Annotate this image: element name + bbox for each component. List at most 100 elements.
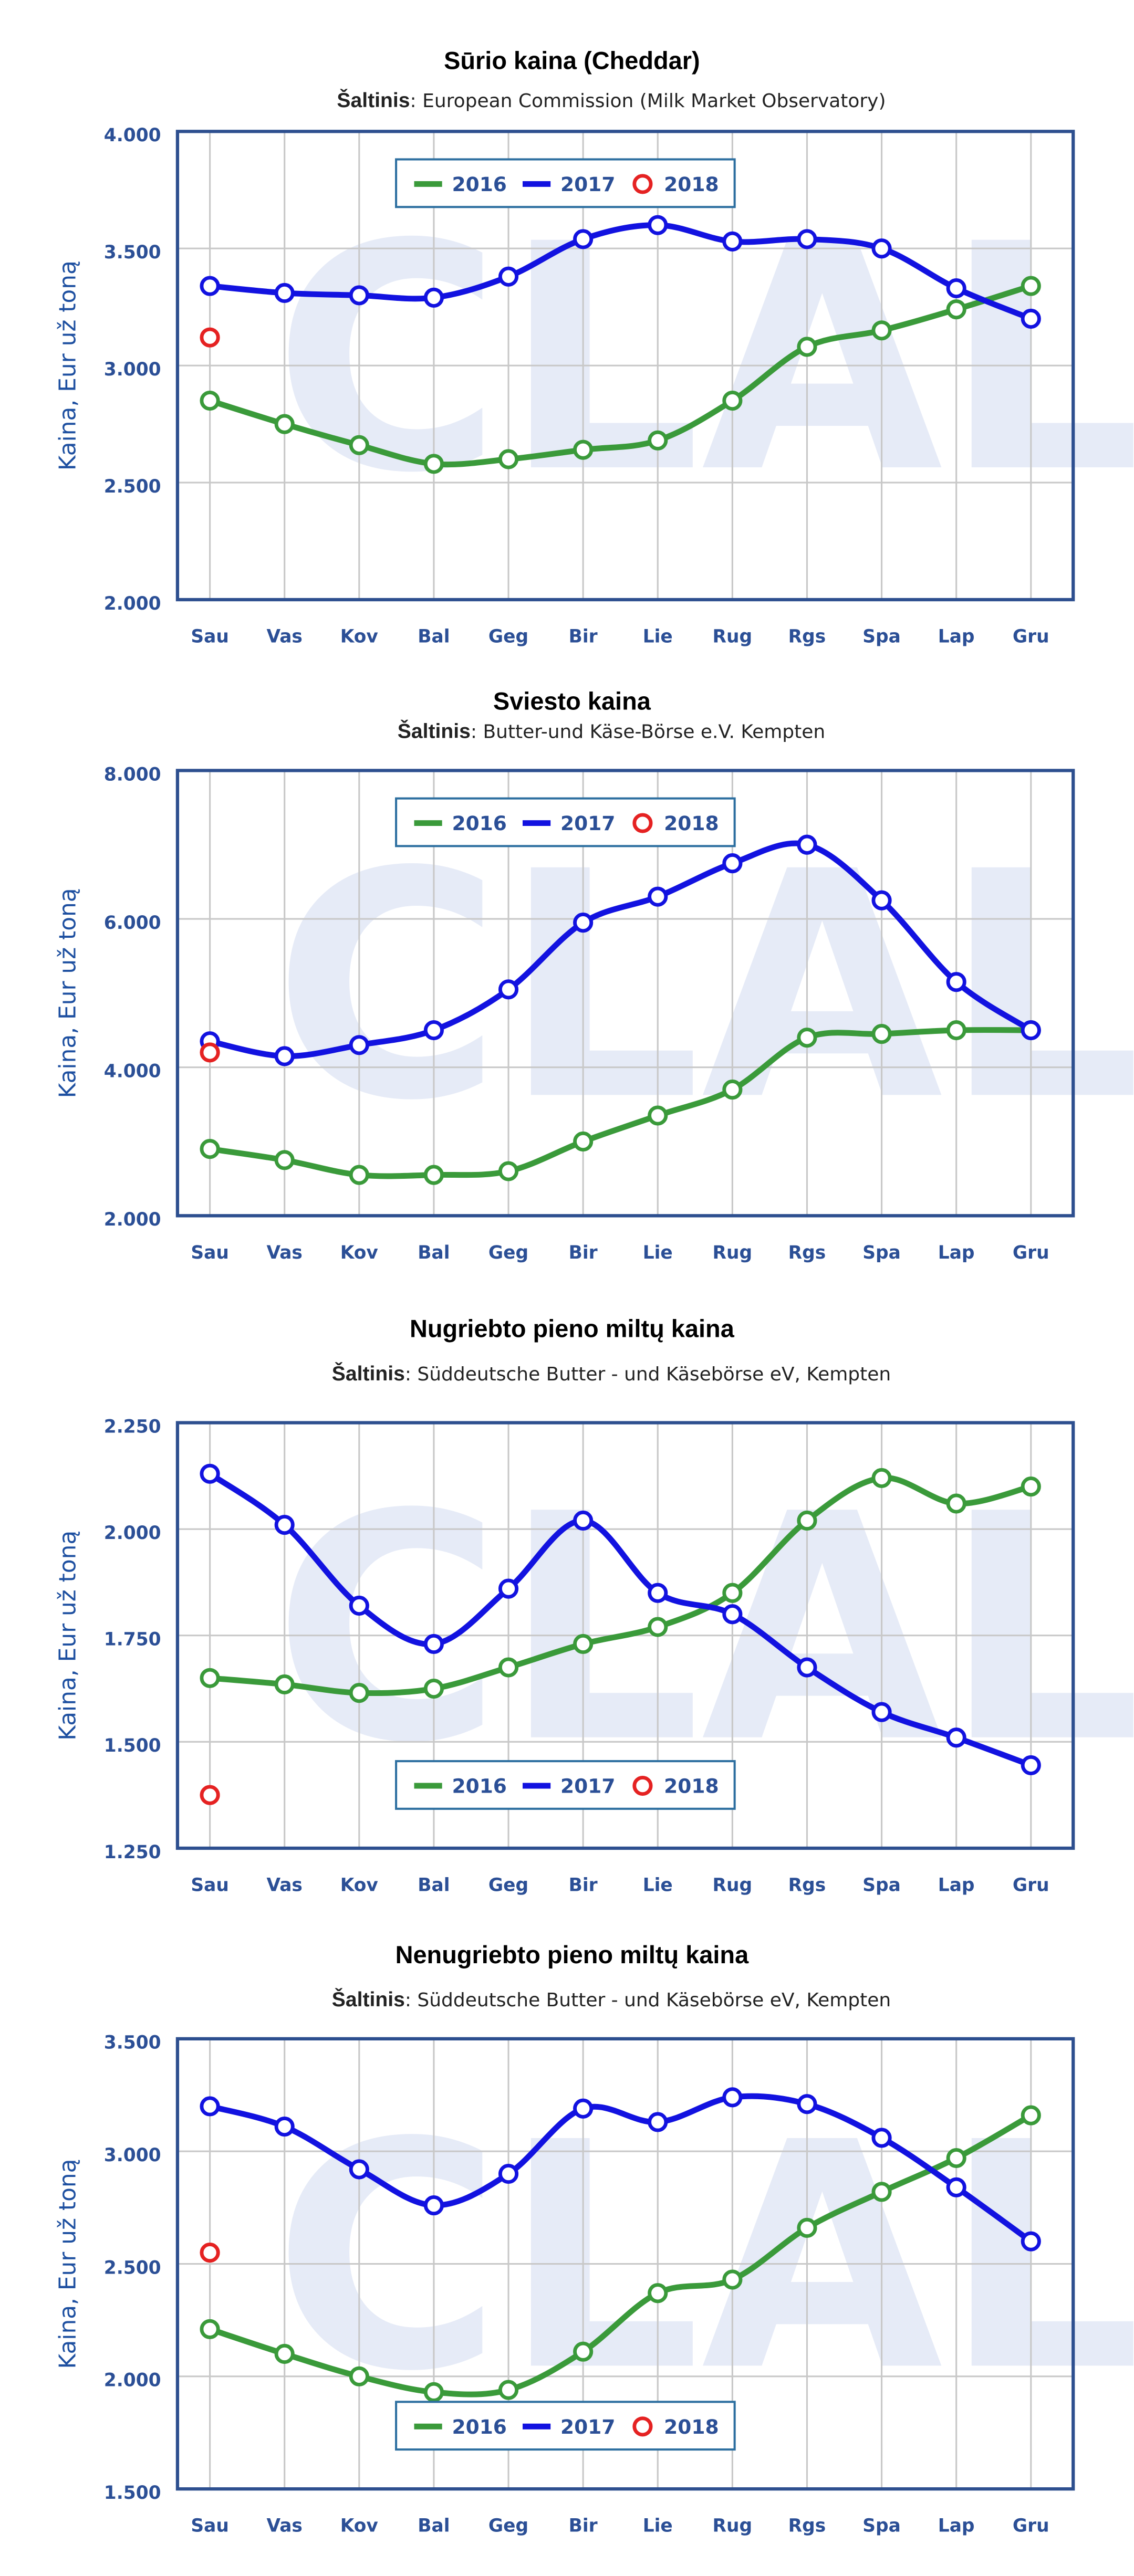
data-point xyxy=(200,276,220,296)
data-point xyxy=(797,1657,817,1678)
data-point xyxy=(797,337,817,357)
data-point xyxy=(274,1150,295,1170)
x-tick-label: Sau xyxy=(191,1875,229,1896)
legend-label: 2018 xyxy=(664,812,719,835)
subtitle-source: : Butter-und Käse-Börse e.V. Kempten xyxy=(471,721,825,742)
legend-label: 2016 xyxy=(452,812,506,835)
x-tick-label: Sau xyxy=(191,626,229,647)
legend: 2016 2017 2018 xyxy=(395,797,736,847)
x-tick-label: Rug xyxy=(713,1242,753,1263)
x-tick-label: Lie xyxy=(643,1875,673,1896)
y-tick-label: 1.750 xyxy=(104,1629,161,1650)
x-tick-label: Kov xyxy=(340,1242,378,1263)
watermark: CLAL xyxy=(273,178,1134,541)
subtitle-label: Šaltinis xyxy=(398,719,471,743)
y-tick-label: 1.250 xyxy=(104,1842,161,1863)
data-point xyxy=(871,2128,892,2148)
y-tick-label: 1.500 xyxy=(104,2483,161,2504)
chart-title: Sviesto kaina xyxy=(493,688,651,715)
data-point xyxy=(797,1028,817,1048)
legend-swatch xyxy=(632,174,653,194)
data-point xyxy=(274,1046,295,1066)
data-point xyxy=(722,2269,743,2290)
data-point xyxy=(200,1785,220,1805)
data-point xyxy=(349,1683,369,1703)
chart-subtitle: Šaltinis: Süddeutsche Butter - und Käseb… xyxy=(332,1362,891,1385)
data-point xyxy=(200,2319,220,2339)
data-point xyxy=(498,2380,519,2400)
x-tick-label: Spa xyxy=(862,1242,901,1263)
x-tick-label: Rgs xyxy=(788,1242,826,1263)
data-point xyxy=(349,1165,369,1185)
data-point xyxy=(946,1493,966,1514)
data-point xyxy=(274,2343,295,2364)
data-point xyxy=(573,2098,594,2119)
data-point xyxy=(722,853,743,874)
x-tick-label: Gru xyxy=(1013,2516,1049,2537)
legend-label: 2017 xyxy=(560,173,615,196)
legend-swatch xyxy=(632,2416,653,2437)
data-point xyxy=(498,1657,519,1678)
data-point xyxy=(722,1080,743,1100)
data-point xyxy=(498,266,519,287)
data-point xyxy=(946,972,966,992)
legend-label: 2018 xyxy=(664,173,719,196)
legend-box xyxy=(395,797,736,847)
x-tick-label: Spa xyxy=(862,2516,901,2537)
data-point xyxy=(797,1510,817,1531)
legend-label: 2017 xyxy=(560,812,615,835)
y-axis-label: Kaina, Eur už toną xyxy=(54,2159,81,2369)
x-tick-label: Lie xyxy=(643,1242,673,1263)
y-tick-label: 3.500 xyxy=(104,242,161,263)
data-point xyxy=(871,238,892,259)
data-point xyxy=(423,1020,444,1041)
data-point xyxy=(274,414,295,434)
data-point xyxy=(1021,1020,1041,1041)
data-point xyxy=(274,1514,295,1535)
x-tick-label: Gru xyxy=(1013,626,1049,647)
data-point xyxy=(648,2112,668,2132)
y-tick-label: 3.500 xyxy=(104,2033,161,2054)
subtitle-source: : European Commission (Milk Market Obser… xyxy=(410,90,886,112)
y-tick-label: 6.000 xyxy=(104,913,161,934)
x-tick-label: Rgs xyxy=(788,1875,826,1896)
chart-subtitle: Šaltinis: Butter-und Käse-Börse e.V. Kem… xyxy=(398,719,825,743)
data-point xyxy=(573,2341,594,2362)
data-point xyxy=(722,390,743,411)
data-point xyxy=(200,1463,220,1484)
data-point xyxy=(200,390,220,411)
x-tick-label: Geg xyxy=(488,2516,528,2537)
x-tick-label: Lap xyxy=(938,626,975,647)
y-tick-label: 2.000 xyxy=(104,2370,161,2391)
data-point xyxy=(648,1583,668,1603)
data-point xyxy=(200,1042,220,1063)
data-point xyxy=(423,1633,444,1654)
data-point xyxy=(648,886,668,907)
data-point xyxy=(946,1020,966,1041)
x-tick-label: Kov xyxy=(340,1875,378,1896)
x-tick-label: Bal xyxy=(418,626,450,647)
data-point xyxy=(722,1583,743,1603)
legend-label: 2016 xyxy=(452,2415,506,2438)
legend-label: 2017 xyxy=(560,1775,615,1798)
y-tick-label: 1.500 xyxy=(104,1735,161,1756)
data-point xyxy=(648,2283,668,2303)
data-point xyxy=(648,215,668,235)
data-point xyxy=(797,2217,817,2238)
data-point xyxy=(573,1131,594,1152)
x-tick-label: Kov xyxy=(340,626,378,647)
data-point xyxy=(498,1161,519,1181)
data-point xyxy=(349,435,369,455)
data-point xyxy=(946,278,966,299)
data-point xyxy=(722,2087,743,2108)
data-point xyxy=(871,1024,892,1044)
y-tick-label: 3.000 xyxy=(104,359,161,380)
chart-subtitle: Šaltinis: European Commission (Milk Mark… xyxy=(337,88,886,112)
data-point xyxy=(498,979,519,1000)
data-point xyxy=(722,231,743,252)
y-axis-label: Kaina, Eur už toną xyxy=(54,888,81,1098)
data-point xyxy=(1021,2231,1041,2252)
x-tick-label: Bal xyxy=(418,1875,450,1896)
chart-subtitle: Šaltinis: Süddeutsche Butter - und Käseb… xyxy=(332,1987,891,2011)
